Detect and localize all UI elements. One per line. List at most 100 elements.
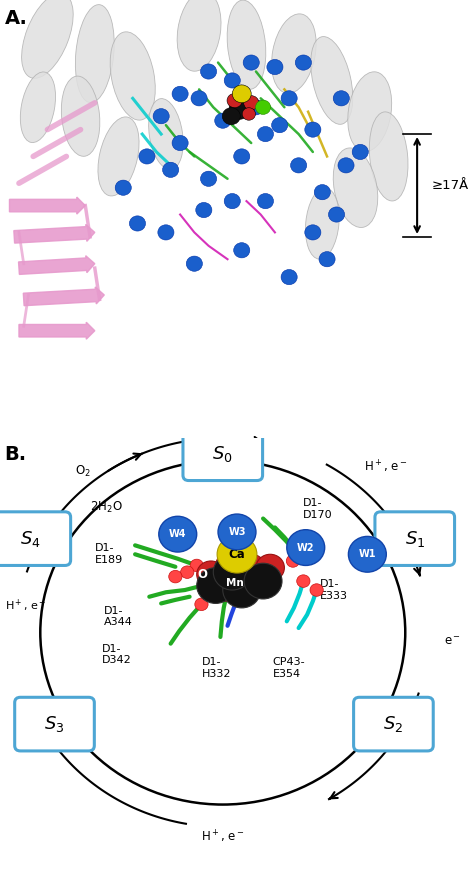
Circle shape [291, 158, 307, 173]
Text: D1-
D342: D1- D342 [102, 643, 132, 666]
Circle shape [224, 73, 240, 88]
Circle shape [237, 554, 265, 581]
Text: e$^-$: e$^-$ [444, 635, 461, 648]
Ellipse shape [333, 148, 378, 227]
Text: D1-
E333: D1- E333 [320, 579, 348, 601]
Circle shape [328, 207, 345, 222]
Text: Mn: Mn [226, 578, 244, 589]
Circle shape [220, 589, 233, 601]
Text: O$_2$: O$_2$ [75, 464, 91, 479]
Circle shape [305, 122, 321, 137]
Circle shape [319, 251, 335, 266]
Circle shape [115, 181, 131, 196]
Circle shape [139, 149, 155, 164]
FancyArrow shape [14, 225, 95, 243]
Circle shape [244, 563, 282, 599]
Text: W3: W3 [228, 527, 246, 537]
Text: $S_2$: $S_2$ [383, 714, 403, 734]
Circle shape [169, 570, 182, 583]
FancyArrow shape [18, 256, 95, 274]
Circle shape [197, 561, 225, 588]
Text: $S_3$: $S_3$ [45, 714, 64, 734]
Circle shape [352, 144, 368, 159]
Text: 2H$_2$O: 2H$_2$O [91, 500, 123, 515]
Text: D1-
A344: D1- A344 [104, 605, 133, 627]
Text: CP43-
E354: CP43- E354 [273, 657, 305, 679]
Text: Ca: Ca [228, 548, 246, 561]
Circle shape [191, 91, 207, 106]
Ellipse shape [20, 72, 55, 142]
Circle shape [201, 64, 217, 79]
Circle shape [287, 530, 325, 566]
Circle shape [158, 225, 174, 240]
Circle shape [172, 86, 188, 102]
Circle shape [243, 55, 259, 70]
Circle shape [196, 203, 212, 218]
Text: W2: W2 [297, 543, 314, 552]
Circle shape [281, 270, 297, 285]
Ellipse shape [149, 98, 183, 170]
Ellipse shape [98, 117, 139, 196]
Circle shape [216, 552, 244, 579]
Circle shape [222, 108, 240, 125]
Circle shape [224, 194, 240, 209]
Circle shape [163, 162, 179, 177]
FancyBboxPatch shape [354, 697, 433, 750]
Ellipse shape [348, 72, 392, 151]
Circle shape [348, 536, 386, 573]
Circle shape [40, 460, 405, 804]
Text: $S_0$: $S_0$ [212, 443, 233, 464]
Ellipse shape [305, 188, 339, 259]
Circle shape [153, 109, 169, 124]
Ellipse shape [110, 32, 155, 120]
Circle shape [267, 59, 283, 74]
Circle shape [295, 55, 311, 70]
Circle shape [286, 555, 300, 567]
Circle shape [281, 91, 297, 106]
Circle shape [232, 85, 251, 103]
Text: B.: B. [5, 445, 27, 464]
Circle shape [217, 535, 257, 573]
Circle shape [223, 572, 261, 608]
Ellipse shape [272, 14, 316, 94]
Circle shape [290, 548, 303, 560]
FancyArrow shape [23, 287, 104, 305]
Circle shape [305, 225, 321, 240]
Circle shape [333, 91, 349, 106]
Ellipse shape [227, 0, 266, 89]
Circle shape [229, 100, 250, 119]
FancyBboxPatch shape [0, 512, 71, 566]
Text: D1-
E189: D1- E189 [95, 543, 123, 566]
Circle shape [230, 566, 258, 592]
Text: $S_4$: $S_4$ [20, 528, 41, 549]
Ellipse shape [369, 112, 408, 201]
Circle shape [248, 100, 264, 115]
Ellipse shape [22, 0, 73, 78]
Text: ≥17Å: ≥17Å [431, 179, 468, 192]
Circle shape [218, 514, 256, 550]
Text: H$^+$, e$^-$: H$^+$, e$^-$ [365, 459, 408, 475]
Circle shape [181, 566, 194, 579]
Text: W1: W1 [359, 550, 376, 559]
Text: W4: W4 [169, 529, 186, 539]
Circle shape [201, 171, 217, 187]
Circle shape [244, 96, 259, 110]
Ellipse shape [75, 4, 114, 103]
Text: D1-
D170: D1- D170 [303, 498, 333, 520]
Text: $S_1$: $S_1$ [405, 528, 425, 549]
FancyBboxPatch shape [375, 512, 455, 566]
Circle shape [257, 127, 273, 142]
Circle shape [211, 574, 239, 601]
Circle shape [234, 242, 250, 258]
Circle shape [257, 194, 273, 209]
Circle shape [213, 554, 251, 590]
Ellipse shape [177, 0, 221, 71]
Circle shape [338, 158, 354, 173]
Text: H$^+$, e$^-$: H$^+$, e$^-$ [201, 828, 245, 845]
FancyArrow shape [19, 322, 95, 339]
Text: A.: A. [5, 9, 27, 28]
Circle shape [314, 185, 330, 200]
Circle shape [227, 94, 242, 108]
Ellipse shape [311, 36, 353, 124]
Text: H$^+$, e$^-$: H$^+$, e$^-$ [5, 597, 46, 614]
